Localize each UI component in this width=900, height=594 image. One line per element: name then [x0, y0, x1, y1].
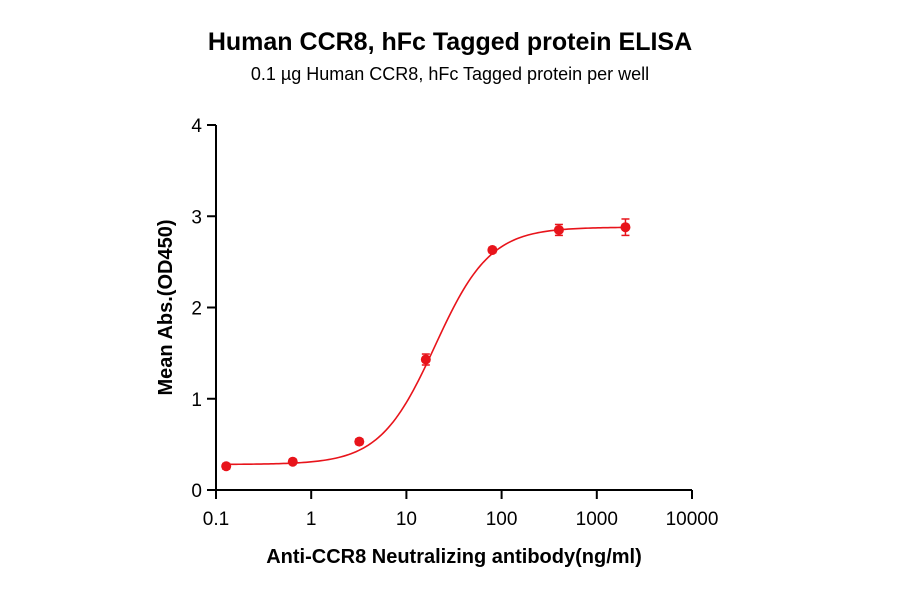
data-point [287, 456, 298, 467]
y-tick-label: 4 [191, 116, 202, 137]
y-tick-label: 1 [191, 390, 202, 411]
chart-title: Human CCR8, hFc Tagged protein ELISA [207, 28, 693, 56]
x-tick-label: 1000 [576, 509, 618, 530]
chart-subtitle: 0.1 µg Human CCR8, hFc Tagged protein pe… [250, 64, 650, 84]
data-point [620, 222, 631, 233]
y-axis-title: Mean Abs.(OD450) [155, 220, 177, 396]
x-axis-title: Anti-CCR8 Neutralizing antibody(ng/ml) [266, 546, 642, 568]
y-tick-label: 0 [191, 481, 202, 502]
x-tick-label: 10000 [666, 509, 719, 530]
x-tick-label: 100 [486, 509, 518, 530]
data-point [420, 354, 431, 365]
y-tick-label: 3 [191, 207, 202, 228]
x-tick-label: 10 [396, 509, 417, 530]
data-point [553, 224, 564, 235]
data-point [487, 245, 498, 256]
data-point [354, 436, 365, 447]
y-tick-label: 2 [191, 299, 202, 320]
x-tick-label: 1 [306, 509, 317, 530]
data-point [221, 461, 232, 472]
x-tick-label: 0.1 [203, 509, 229, 530]
fit-curve [226, 226, 626, 466]
